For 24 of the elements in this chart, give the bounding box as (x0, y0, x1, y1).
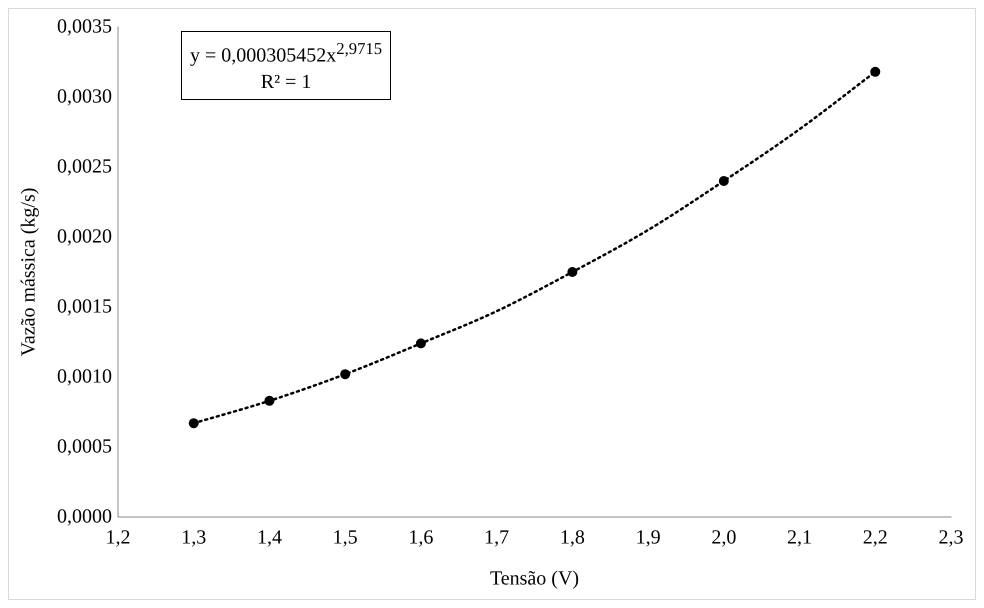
x-tick-label: 1,9 (636, 526, 661, 548)
x-tick-label: 1,3 (181, 526, 206, 548)
x-tick-label: 2,3 (938, 526, 964, 548)
y-axis-title: Vazão mássica (kg/s) (17, 188, 40, 356)
x-axis-title: Tensão (V) (490, 567, 580, 590)
x-tick-label: 2,1 (787, 526, 812, 548)
y-tick-label: 0,0015 (57, 295, 112, 318)
y-tick-label: 0,0020 (57, 225, 112, 248)
x-tick-label: 1,4 (256, 526, 282, 548)
x-tick-label: 1,6 (408, 526, 434, 548)
y-tick-label: 0,0000 (57, 505, 112, 528)
x-tick-label: 1,2 (106, 526, 130, 548)
y-tick-label: 0,0010 (57, 365, 112, 388)
y-tick-label: 0,0005 (57, 435, 112, 458)
y-tick-label: 0,0035 (57, 15, 112, 38)
y-tick-label: 0,0025 (57, 155, 112, 178)
x-tick-label: 1,8 (560, 526, 585, 548)
annotation: y = 0,000305452x$^{2,9715}$ (190, 38, 382, 69)
x-tick-label: 2,0 (711, 526, 736, 548)
x-tick-label: 1,7 (484, 526, 510, 548)
x-tick-label: 1,5 (332, 526, 358, 548)
annotation: R² = 1 (260, 70, 312, 95)
y-tick-label: 0,0030 (57, 85, 112, 108)
x-tick-label: 2,2 (862, 526, 888, 548)
